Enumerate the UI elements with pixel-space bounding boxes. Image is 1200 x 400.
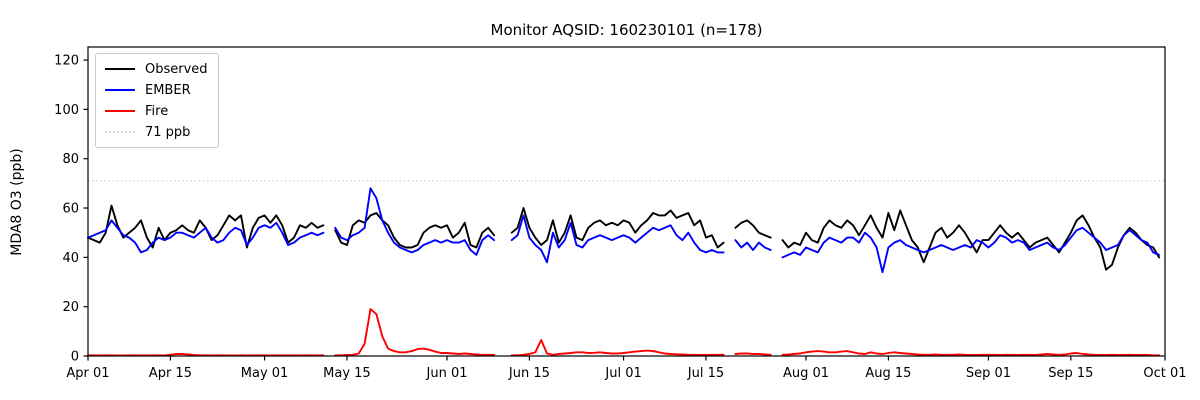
legend-label-ember: EMBER (145, 82, 191, 98)
y-tick-label: 80 (62, 152, 79, 167)
fire-line (87, 308, 1161, 357)
x-tick-label: Jul 15 (687, 366, 724, 381)
legend-label-fire: Fire (145, 103, 169, 119)
chart-title: Monitor AQSID: 160230101 (n=178) (490, 21, 763, 39)
x-tick-label: Jul 01 (604, 366, 641, 381)
y-tick-label: 0 (71, 350, 79, 365)
y-tick-label: 40 (62, 251, 79, 266)
x-tick-label: Sep 15 (1048, 366, 1093, 381)
legend-item-threshold: 71 ppb (105, 124, 208, 140)
y-tick-label: 120 (54, 54, 79, 69)
y-tick-label: 100 (54, 103, 79, 118)
y-tick-label: 20 (62, 300, 79, 315)
legend-item-fire: Fire (105, 103, 208, 119)
x-tick-label: Oct 01 (1143, 366, 1186, 381)
x-tick-label: May 15 (323, 366, 371, 381)
legend-label-observed: Observed (145, 61, 208, 77)
legend: Observed EMBER Fire 71 ppb (95, 53, 219, 148)
plot-frame (87, 46, 1166, 357)
y-tick-label: 60 (62, 202, 79, 217)
legend-line-ember (105, 89, 135, 91)
ember-line (87, 187, 1161, 274)
x-tick-label: Apr 01 (66, 366, 109, 381)
legend-line-observed (105, 68, 135, 70)
legend-label-threshold: 71 ppb (145, 124, 191, 140)
x-tick-label: Apr 15 (149, 366, 192, 381)
x-tick-label: May 01 (241, 366, 289, 381)
x-tick-label: Jun 15 (508, 366, 550, 381)
legend-line-threshold (105, 131, 135, 133)
x-tick-label: Aug 01 (783, 366, 829, 381)
legend-item-observed: Observed (105, 61, 208, 77)
legend-item-ember: EMBER (105, 82, 208, 98)
legend-line-fire (105, 110, 135, 112)
x-tick-label: Sep 01 (966, 366, 1011, 381)
x-tick-label: Aug 15 (865, 366, 911, 381)
x-tick-label: Jun 01 (426, 366, 468, 381)
